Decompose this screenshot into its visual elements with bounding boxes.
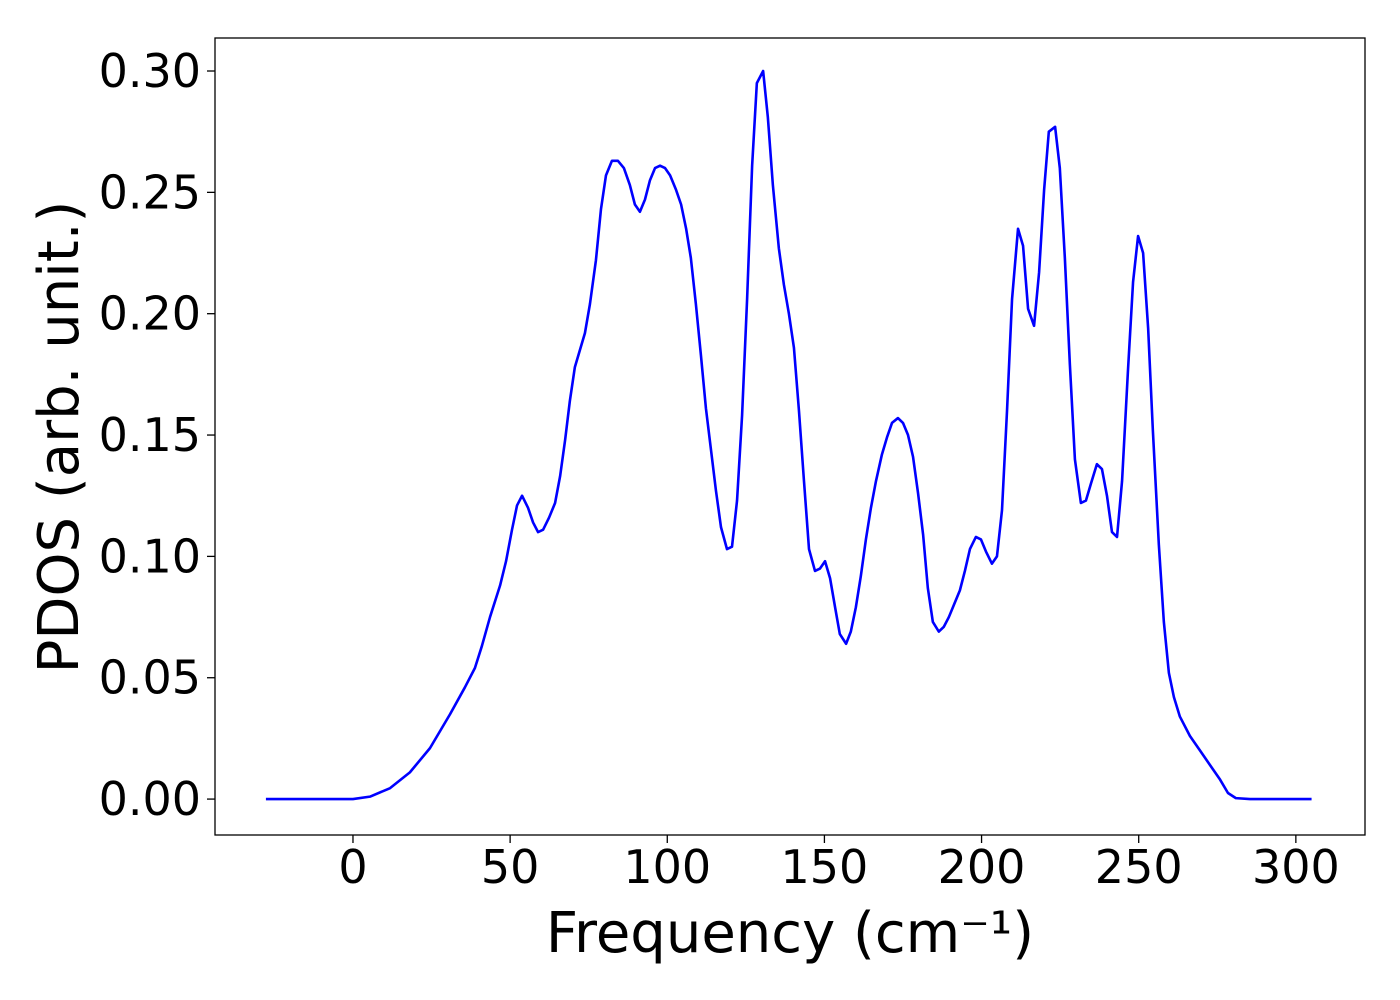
y-tick-label: 0.05 xyxy=(99,651,201,705)
y-axis-label: PDOS (arb. unit.) xyxy=(27,201,92,674)
x-tick-label: 0 xyxy=(338,840,367,894)
x-tick-label: 100 xyxy=(623,840,711,894)
x-tick-label: 200 xyxy=(938,840,1026,894)
x-tick-label: 150 xyxy=(781,840,869,894)
y-tick-label: 0.25 xyxy=(99,165,201,219)
y-tick-label: 0.30 xyxy=(99,44,201,98)
x-tick-label: 300 xyxy=(1252,840,1340,894)
x-tick-label: 250 xyxy=(1095,840,1183,894)
y-tick-label: 0.15 xyxy=(99,408,201,462)
x-tick-label: 50 xyxy=(481,840,540,894)
y-tick-label: 0.10 xyxy=(99,529,201,583)
x-axis-label: Frequency (cm⁻¹) xyxy=(546,901,1034,966)
data-line xyxy=(265,69,1312,801)
y-tick-label: 0.20 xyxy=(99,287,201,341)
y-tick-label: 0.00 xyxy=(99,772,201,826)
plot-frame xyxy=(214,37,1366,836)
